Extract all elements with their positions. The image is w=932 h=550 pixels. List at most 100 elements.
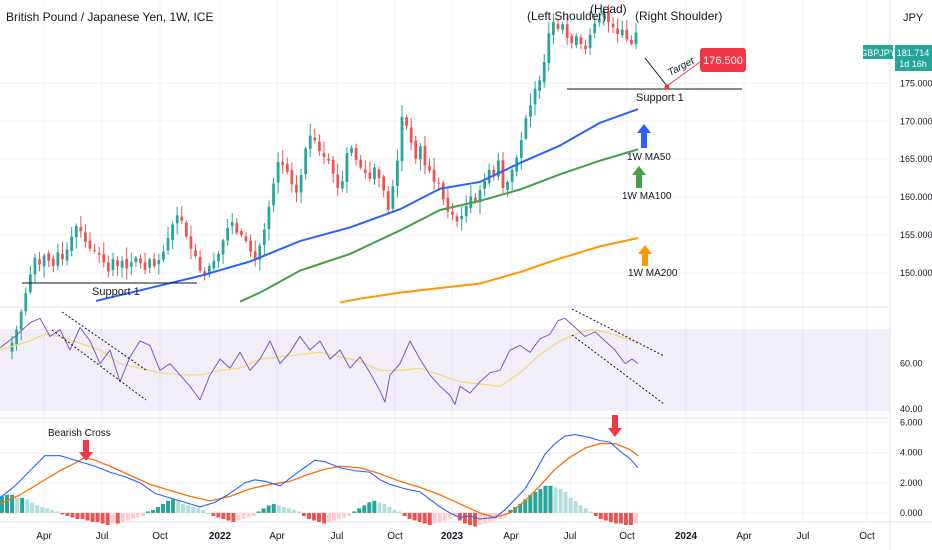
macd-histogram-bar: [291, 509, 296, 513]
candle-down: [377, 169, 381, 179]
candle-down: [322, 153, 326, 157]
rsi-channel-line: [61, 311, 147, 371]
macd-histogram-bar: [588, 511, 593, 513]
candle-down: [180, 216, 184, 221]
candle-up: [33, 257, 37, 275]
candle-up: [276, 162, 280, 183]
macd-histogram-bar: [120, 512, 125, 522]
candle-down: [327, 159, 330, 161]
macd-peak-arrow-icon-shaft: [612, 415, 618, 429]
candle-down: [240, 230, 243, 235]
macd-histogram-bar: [35, 505, 40, 513]
candle-down: [579, 37, 583, 44]
candle-up: [510, 169, 514, 183]
macd-histogram-bar: [593, 512, 598, 516]
rsi-line: [0, 317, 639, 405]
candle-down: [295, 184, 298, 193]
target-path-line: [666, 61, 701, 87]
candle-down: [556, 24, 560, 29]
macd-histogram-bar: [422, 512, 427, 524]
ma100-label: 1W MA100: [622, 191, 672, 202]
macd-histogram-bar: [553, 487, 558, 513]
macd-peak-arrow-icon: [608, 415, 622, 437]
candle-down: [143, 262, 147, 270]
x-tick-label: Apr: [503, 531, 519, 542]
macd-histogram-bar: [327, 512, 332, 522]
macd-peak-arrow-icon-head: [608, 428, 622, 437]
macd-histogram-bar: [80, 512, 85, 519]
macd-histogram-bar: [608, 512, 613, 522]
x-tick-label: Jul: [797, 531, 810, 542]
currency-label[interactable]: JPY: [903, 12, 924, 24]
candle-down: [428, 166, 431, 171]
bearish-cross-label: Bearish Cross: [48, 428, 111, 439]
candle-up: [308, 135, 312, 149]
x-tick-label: Oct: [152, 531, 168, 542]
candle-up: [221, 240, 225, 255]
candle-down: [318, 141, 321, 151]
macd-histogram-bar: [286, 508, 291, 513]
macd-histogram-bar: [125, 512, 130, 521]
candle-down: [198, 257, 202, 271]
macd-tick-label: 2.000: [900, 478, 923, 488]
macd-histogram-bar: [603, 512, 608, 521]
macd-histogram-bar: [598, 512, 603, 519]
x-tick-label: Oct: [387, 531, 403, 542]
macd-histogram-bar: [211, 512, 216, 516]
candle-up: [212, 260, 216, 269]
candle-up: [230, 222, 234, 227]
macd-histogram-bar: [181, 503, 186, 513]
macd-tick-label: 6.000: [900, 418, 923, 428]
candle-up: [396, 160, 399, 186]
rsi-channel-line: [51, 329, 147, 401]
candle-up: [70, 236, 74, 251]
macd-histogram-bar: [352, 511, 357, 513]
macd-histogram-bar: [543, 485, 548, 513]
x-tick-label: Apr: [269, 531, 285, 542]
macd-histogram-bar: [548, 485, 553, 513]
candle-up: [19, 311, 23, 330]
candle-up: [111, 259, 115, 270]
candle-up: [226, 228, 230, 241]
macd-histogram-bar: [518, 503, 523, 513]
candle-up: [400, 116, 404, 162]
candle-down: [336, 174, 340, 188]
ma50-arrow-icon: [637, 124, 651, 148]
candle-up: [157, 260, 161, 264]
candle-up: [134, 257, 138, 263]
macd-histogram-bar: [216, 512, 221, 518]
candle-up: [538, 80, 542, 91]
candle-up: [267, 206, 271, 229]
candle-down: [492, 169, 496, 177]
macd-histogram-bar: [20, 497, 25, 513]
bearish-cross-arrow-icon-head: [79, 452, 93, 461]
head-label: (Head): [590, 2, 627, 16]
candle-up: [56, 252, 60, 266]
ma200-arrow-icon-shaft: [642, 253, 648, 266]
rsi-pane: [0, 308, 665, 405]
candle-down: [88, 240, 92, 249]
macd-histogram-bar: [337, 512, 342, 519]
candle-down: [359, 159, 363, 168]
drawings: [22, 57, 742, 461]
ma100-line: [239, 148, 639, 303]
ma100-arrow-icon-head: [632, 166, 646, 175]
candle-down: [409, 127, 413, 143]
candle-down: [437, 182, 441, 184]
macd-histogram-bar: [568, 497, 573, 513]
target-point: [664, 84, 670, 90]
candle-up: [464, 206, 468, 217]
candle-down: [423, 145, 427, 166]
candle-up: [634, 32, 638, 45]
macd-histogram-bar: [628, 512, 633, 526]
candle-up: [345, 153, 349, 182]
candle-down: [474, 197, 477, 202]
candle-up: [506, 181, 509, 190]
macd-histogram-bar: [417, 512, 422, 522]
macd-histogram-bar: [367, 502, 372, 513]
candle-up: [561, 24, 564, 30]
macd-histogram-bar: [583, 508, 588, 513]
macd-histogram-bar: [10, 494, 15, 513]
macd-histogram-bar: [573, 500, 578, 513]
macd-histogram-bar: [105, 512, 110, 526]
